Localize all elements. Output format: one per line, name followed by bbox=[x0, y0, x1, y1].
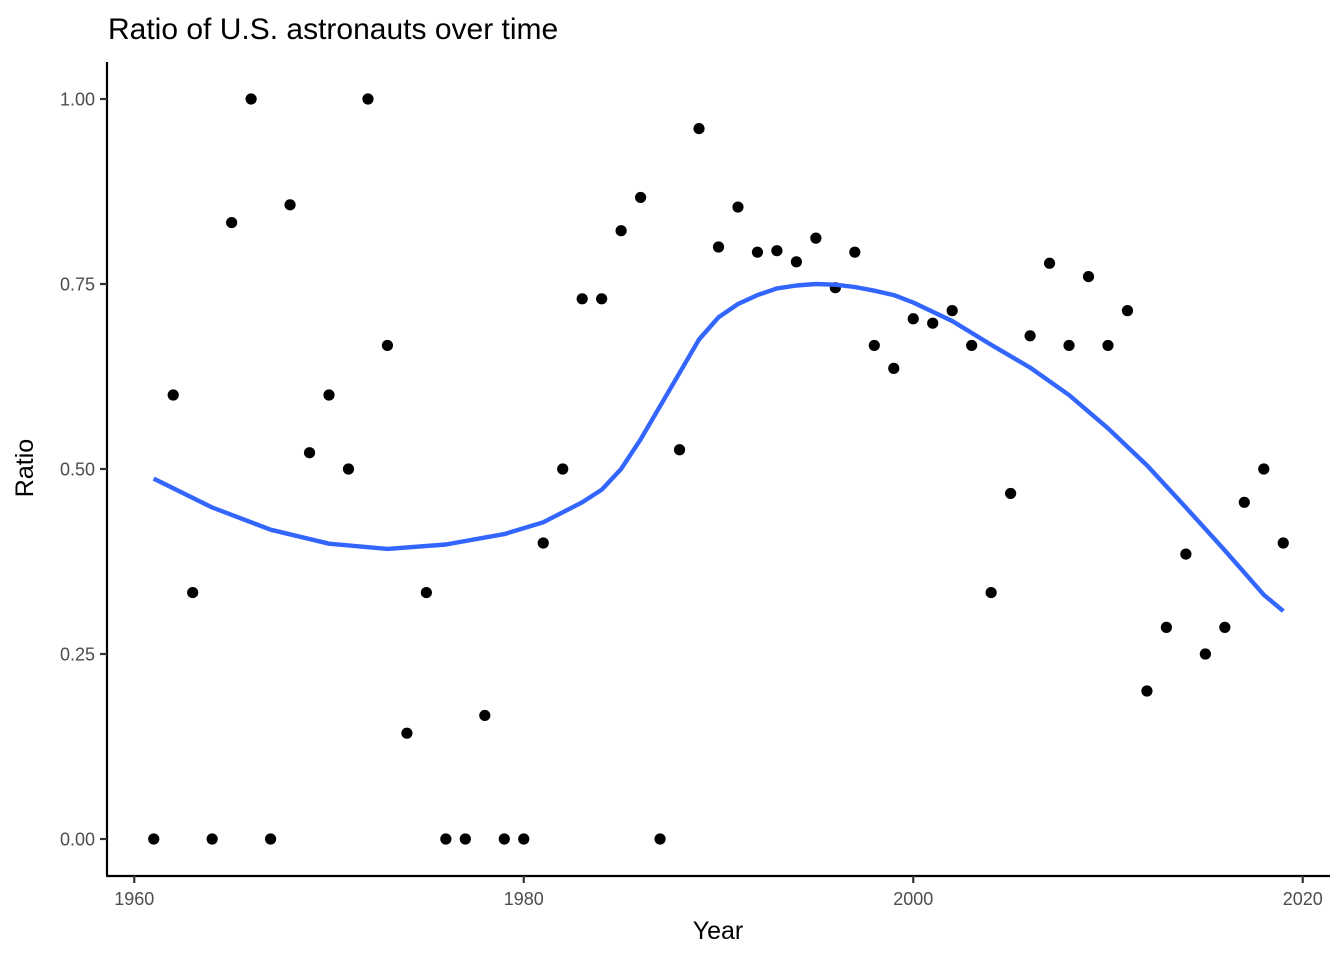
data-point bbox=[712, 241, 725, 253]
data-point bbox=[946, 305, 958, 317]
data-point bbox=[751, 246, 764, 258]
data-point bbox=[518, 833, 530, 845]
data-point bbox=[790, 256, 802, 268]
data-point bbox=[1063, 339, 1075, 352]
data-point bbox=[810, 232, 822, 244]
x-tick-label: 2000 bbox=[893, 889, 933, 909]
data-point bbox=[732, 201, 744, 213]
data-point bbox=[420, 586, 432, 599]
data-point bbox=[206, 833, 218, 845]
x-tick-label: 2020 bbox=[1283, 889, 1323, 909]
data-point bbox=[615, 225, 627, 237]
data-point bbox=[498, 833, 510, 845]
data-point bbox=[362, 93, 374, 105]
data-point bbox=[1277, 537, 1289, 549]
chart-title: Ratio of U.S. astronauts over time bbox=[108, 13, 558, 46]
data-point bbox=[284, 199, 296, 211]
y-tick-label: 0.75 bbox=[60, 275, 95, 295]
data-point bbox=[1043, 257, 1056, 269]
data-point bbox=[226, 216, 238, 229]
data-point bbox=[342, 463, 355, 475]
y-axis-ticks: 0.00 0.25 0.50 0.75 1.00 bbox=[60, 90, 107, 850]
data-point bbox=[1180, 548, 1192, 560]
data-point bbox=[635, 191, 647, 204]
data-point bbox=[187, 586, 199, 599]
data-point bbox=[323, 389, 335, 401]
data-point bbox=[303, 447, 316, 459]
data-point bbox=[966, 339, 978, 352]
data-point bbox=[868, 339, 880, 352]
data-point bbox=[849, 246, 861, 258]
data-point bbox=[401, 727, 413, 739]
data-point bbox=[1082, 271, 1095, 283]
data-point bbox=[576, 293, 588, 305]
data-point bbox=[1219, 621, 1231, 633]
data-point bbox=[1199, 648, 1211, 660]
data-point bbox=[1160, 621, 1173, 633]
x-axis-title: Year bbox=[693, 917, 744, 945]
x-axis-ticks: 1960 1980 2000 2020 bbox=[114, 876, 1323, 909]
data-point bbox=[888, 362, 900, 374]
y-tick-label: 0.50 bbox=[60, 460, 95, 480]
data-point bbox=[927, 317, 939, 329]
data-point bbox=[673, 444, 686, 456]
x-tick-label: 1980 bbox=[504, 889, 544, 909]
data-point bbox=[654, 833, 666, 845]
data-point bbox=[985, 586, 997, 599]
data-point bbox=[771, 245, 783, 257]
y-tick-label: 0.25 bbox=[60, 645, 95, 665]
data-point bbox=[167, 389, 179, 401]
data-point bbox=[479, 709, 491, 722]
data-point bbox=[1102, 339, 1114, 352]
data-point bbox=[1024, 330, 1036, 342]
data-point bbox=[557, 463, 569, 475]
data-point bbox=[381, 339, 394, 352]
scatter-points bbox=[148, 93, 1289, 845]
data-point bbox=[693, 123, 705, 135]
data-point bbox=[1258, 463, 1270, 475]
data-point bbox=[1238, 496, 1250, 508]
data-point bbox=[264, 833, 277, 845]
data-point bbox=[1005, 487, 1017, 500]
data-point bbox=[596, 293, 608, 305]
y-tick-label: 0.00 bbox=[60, 830, 95, 850]
data-point bbox=[537, 537, 549, 549]
data-point bbox=[1121, 305, 1134, 317]
data-point bbox=[148, 833, 160, 845]
data-point bbox=[907, 313, 919, 325]
data-point bbox=[440, 833, 452, 845]
data-point bbox=[1141, 685, 1153, 697]
smooth-trend-line bbox=[152, 281, 1285, 613]
data-point bbox=[459, 833, 471, 845]
data-point bbox=[245, 93, 257, 105]
x-tick-label: 1960 bbox=[114, 889, 154, 909]
y-tick-label: 1.00 bbox=[60, 90, 95, 110]
y-axis-title: Ratio bbox=[11, 439, 39, 497]
